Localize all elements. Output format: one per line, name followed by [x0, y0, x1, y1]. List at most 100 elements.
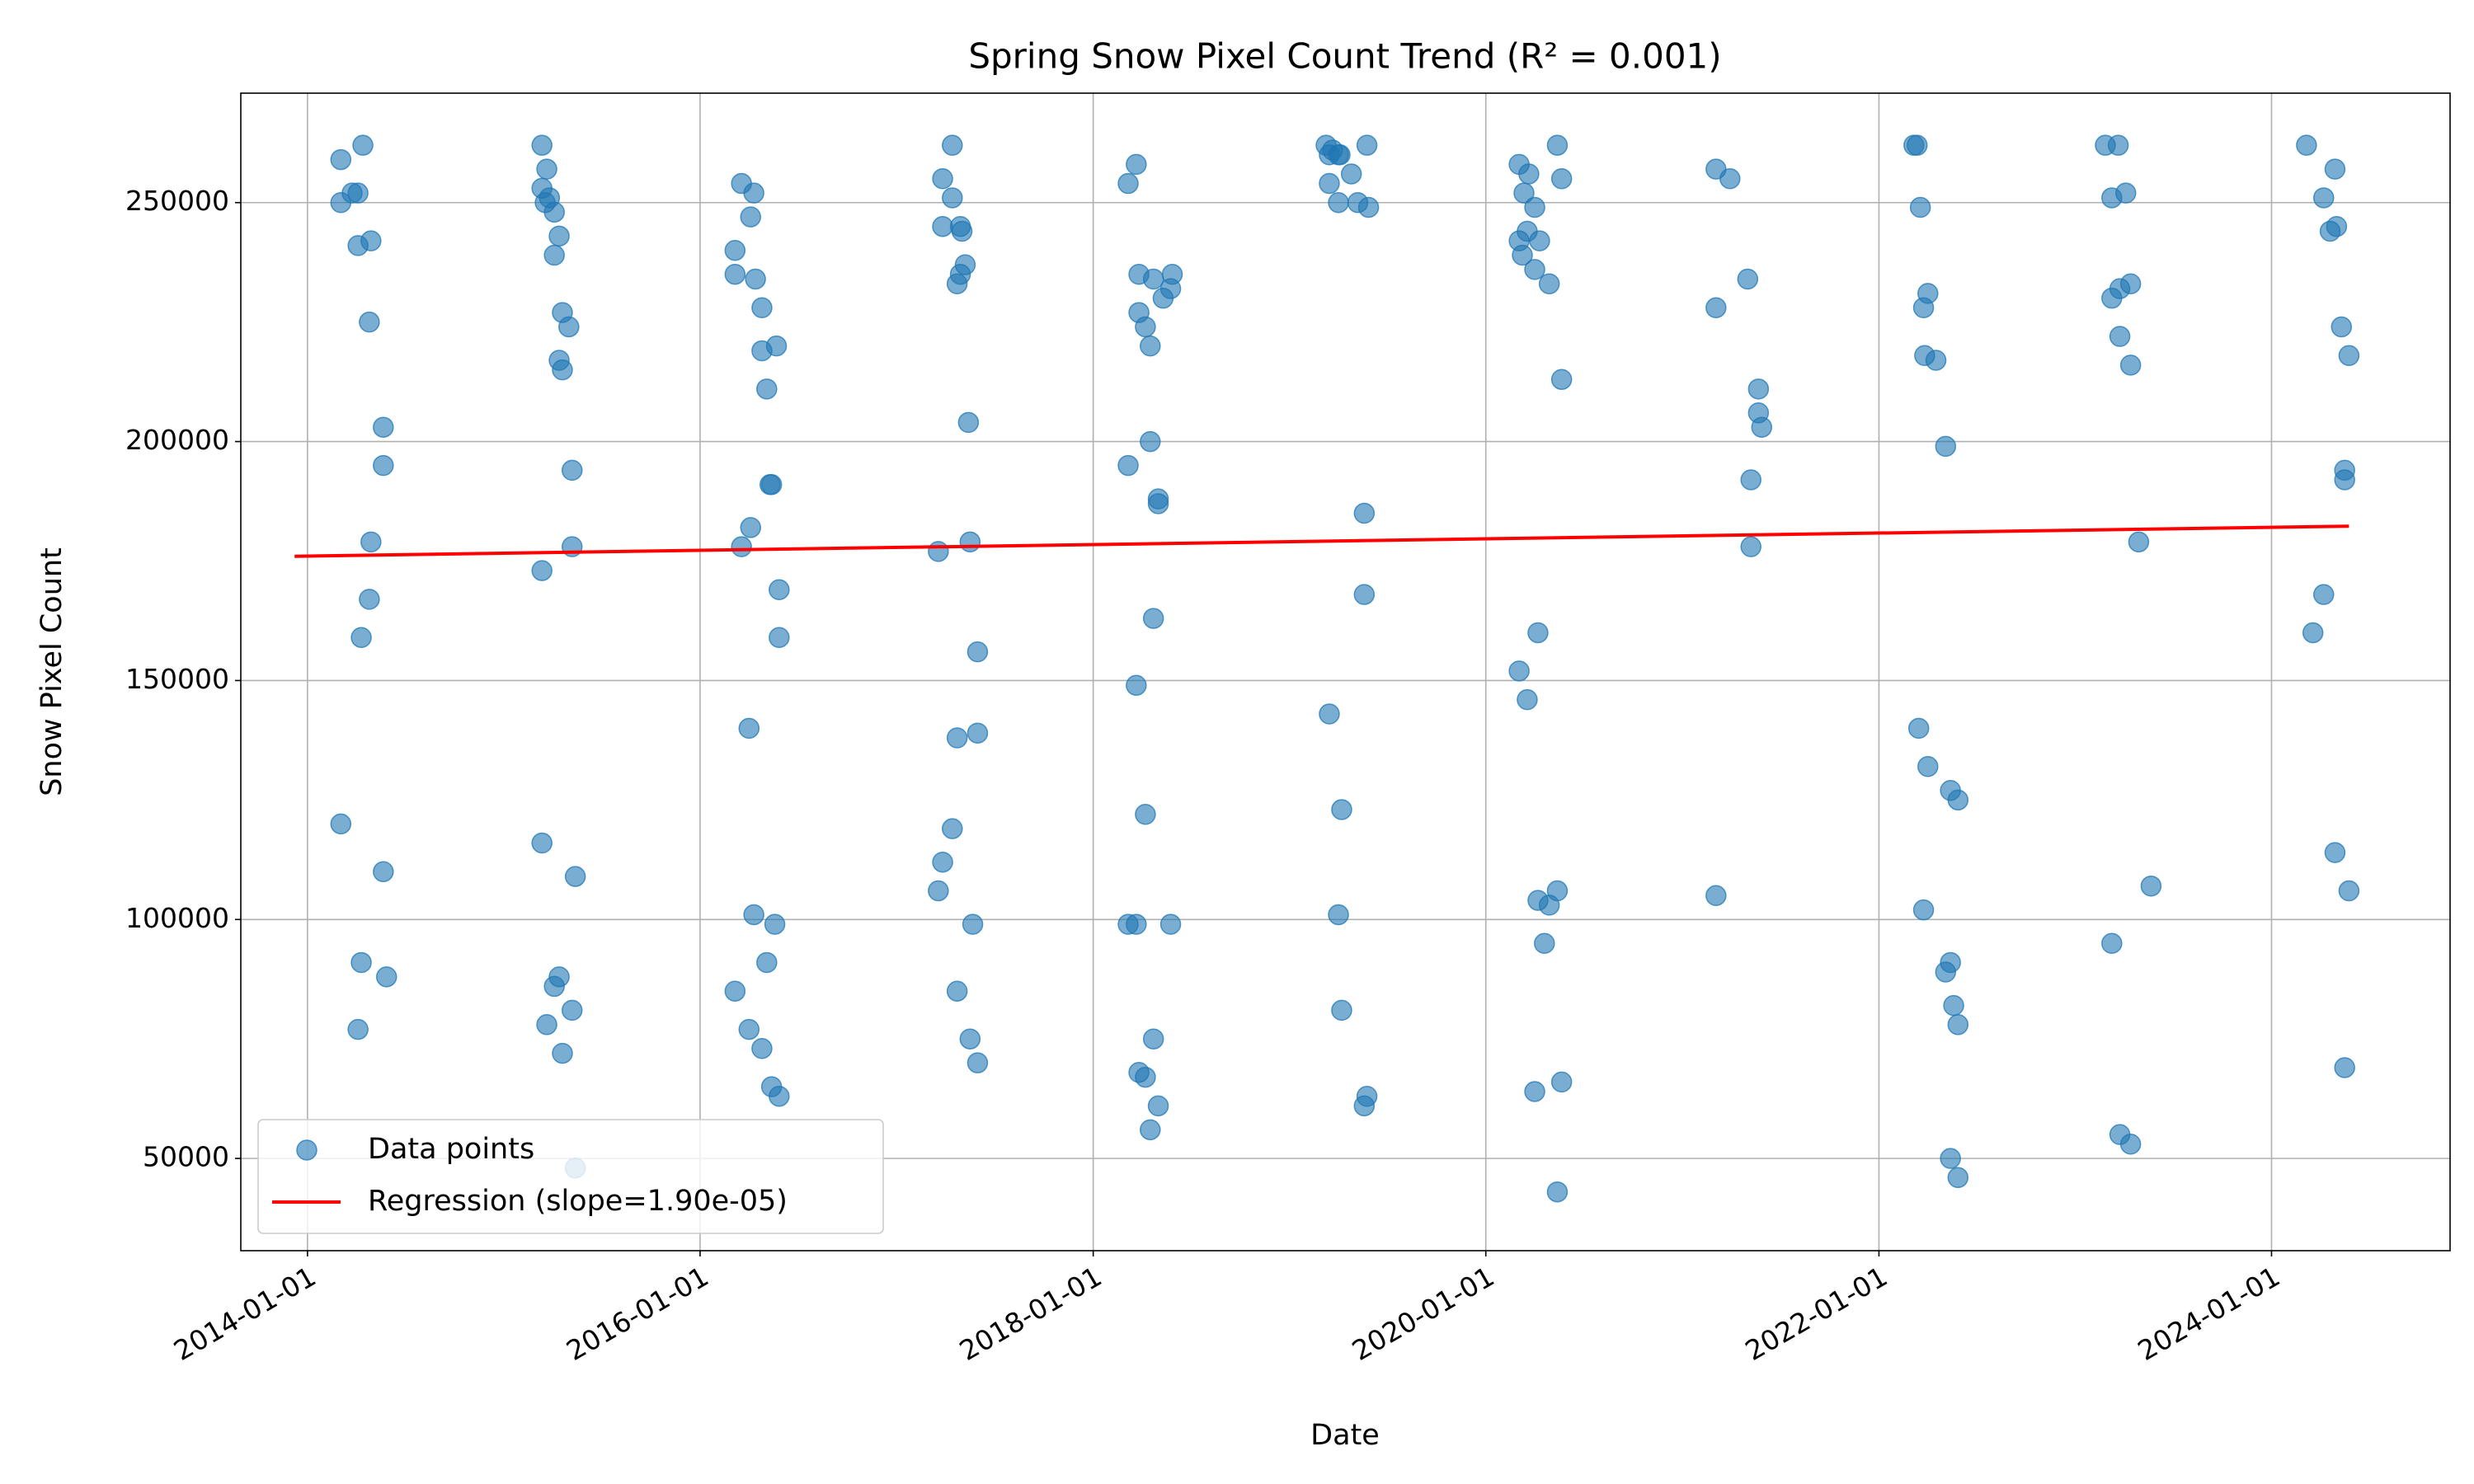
- data-point: [1947, 789, 1969, 811]
- data-point: [1357, 196, 1380, 218]
- data-point: [1737, 268, 1759, 290]
- data-point: [1524, 196, 1545, 218]
- data-point: [373, 454, 394, 477]
- data-point: [552, 1042, 573, 1064]
- data-point: [928, 541, 949, 562]
- data-point: [1135, 1066, 1156, 1088]
- data-point: [558, 316, 580, 338]
- data-point: [967, 641, 989, 663]
- data-point: [1529, 230, 1550, 251]
- data-point: [350, 951, 372, 974]
- data-point: [942, 187, 963, 209]
- data-point: [360, 230, 382, 251]
- data-point: [1524, 1081, 1545, 1102]
- data-point: [373, 861, 394, 883]
- data-point: [1331, 999, 1352, 1021]
- plot-frame: [240, 92, 2451, 1252]
- data-point: [543, 201, 565, 223]
- data-point: [1142, 608, 1164, 629]
- data-point: [373, 416, 394, 438]
- data-point: [756, 378, 778, 400]
- data-point: [1328, 191, 1349, 214]
- data-point: [942, 134, 963, 156]
- data-point: [1538, 273, 1560, 295]
- data-point: [951, 220, 973, 242]
- data-point: [1912, 899, 1935, 921]
- legend-label: Regression (slope=1.90e-05): [368, 1185, 788, 1218]
- data-point: [743, 182, 764, 204]
- data-point: [1508, 660, 1530, 682]
- data-point: [1353, 584, 1376, 605]
- data-point: [2101, 287, 2123, 309]
- data-point: [1517, 688, 1538, 711]
- data-point: [1943, 994, 1964, 1017]
- data-point: [759, 474, 781, 495]
- y-axis-label: Snow Pixel Count: [35, 547, 68, 796]
- data-point: [375, 966, 397, 988]
- data-point: [1527, 622, 1549, 644]
- data-point: [2109, 326, 2131, 347]
- data-point: [1947, 1167, 1969, 1189]
- data-point: [724, 239, 746, 261]
- regression-line: [294, 524, 2349, 558]
- data-point: [531, 832, 553, 854]
- data-point: [1550, 1071, 1573, 1093]
- data-point: [1518, 163, 1540, 185]
- data-point: [1546, 134, 1569, 156]
- data-point: [1947, 1014, 1969, 1036]
- data-point: [1353, 1095, 1376, 1117]
- data-point: [1513, 182, 1535, 204]
- data-point: [959, 1028, 981, 1050]
- legend-marker: [296, 1139, 317, 1161]
- data-point: [1534, 932, 1555, 955]
- data-point: [959, 531, 981, 553]
- data-point: [1328, 144, 1349, 166]
- data-point: [745, 268, 766, 290]
- data-point: [769, 1086, 790, 1107]
- data-point: [2119, 355, 2142, 376]
- data-point: [1353, 502, 1376, 524]
- data-point: [1906, 134, 1928, 156]
- y-tick-label: 250000: [125, 185, 229, 217]
- data-point: [2312, 187, 2335, 209]
- data-point: [962, 913, 984, 935]
- data-point: [536, 1014, 557, 1036]
- data-point: [1126, 674, 1147, 696]
- data-point: [1546, 880, 1569, 902]
- data-point: [932, 168, 953, 190]
- data-point: [932, 215, 953, 237]
- data-point: [2338, 880, 2360, 902]
- data-point: [743, 904, 764, 926]
- data-point: [330, 191, 352, 214]
- data-point: [946, 273, 968, 295]
- data-point: [347, 182, 369, 204]
- data-point: [1328, 904, 1349, 926]
- data-point: [1705, 297, 1727, 319]
- data-point: [751, 340, 773, 362]
- data-point: [1512, 244, 1533, 266]
- data-point: [1147, 493, 1169, 514]
- data-point: [1117, 454, 1139, 477]
- data-point: [1319, 172, 1340, 195]
- legend-box: [257, 1119, 884, 1234]
- data-point: [2331, 316, 2353, 338]
- data-point: [1740, 469, 1761, 491]
- data-point: [946, 727, 968, 749]
- data-point: [360, 531, 382, 553]
- y-tick-label: 200000: [125, 424, 229, 456]
- data-point: [764, 913, 786, 935]
- data-point: [1751, 416, 1773, 438]
- data-point: [1319, 703, 1340, 725]
- data-point: [1340, 163, 1362, 185]
- data-point: [928, 880, 949, 902]
- data-point: [2296, 134, 2317, 156]
- data-point: [724, 980, 746, 1002]
- data-point: [769, 579, 790, 601]
- y-tick-label: 100000: [125, 902, 229, 934]
- data-point: [769, 627, 790, 649]
- data-point: [1142, 268, 1164, 290]
- data-point: [543, 975, 565, 998]
- data-point: [1152, 287, 1174, 309]
- data-point: [751, 1038, 773, 1059]
